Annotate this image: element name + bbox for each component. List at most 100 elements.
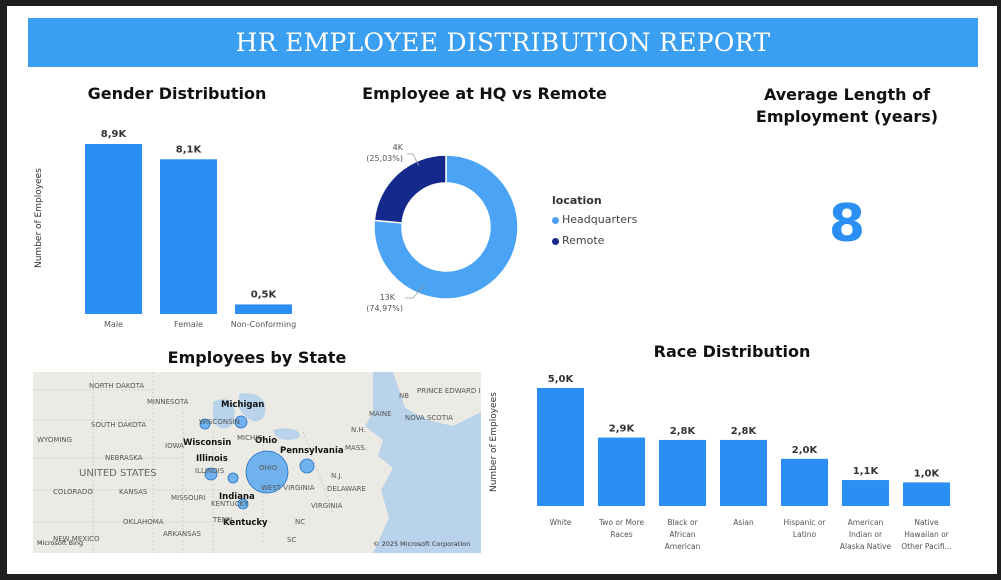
- map-base-label: DELAWARE: [327, 485, 366, 493]
- legend-item-remote[interactable]: Remote: [552, 234, 604, 247]
- gender-data-label: 0,5K: [251, 289, 278, 300]
- gender-bar: [85, 144, 142, 314]
- donut-slice-remote: [373, 154, 447, 224]
- map-base-label: OKLAHOMA: [123, 518, 164, 526]
- race-bar: [842, 480, 889, 506]
- map-base-label: TENN: [213, 516, 233, 524]
- race-data-label: 2,0K: [792, 445, 819, 456]
- gender-bar-chart[interactable]: 8,9K Male 8,1K Female 0,5K Non-Conforming: [67, 114, 307, 334]
- race-data-label: 1,1K: [853, 466, 880, 477]
- gender-tick-label: Female: [174, 320, 203, 329]
- legend-label-remote: Remote: [562, 234, 605, 247]
- location-chart-title: Employee at HQ vs Remote: [362, 84, 607, 103]
- map-base-label: VIRGINIA: [311, 502, 343, 510]
- race-bar: [903, 482, 950, 506]
- map-base-label: MASS.: [345, 444, 367, 452]
- map-base-label: NB: [399, 392, 410, 400]
- race-tick-label: Alaska Native: [840, 542, 892, 551]
- map-base-label: ILLINOIS: [195, 467, 225, 475]
- race-bar: [598, 437, 645, 506]
- state-bubble: [234, 415, 248, 429]
- map-base-label: SC: [287, 536, 297, 544]
- map-base-label: MICHIG: [237, 434, 263, 442]
- map-base-label: NORTH DAKOTA: [89, 382, 145, 390]
- state-bubble: [204, 467, 218, 481]
- map-base-label: KANSAS: [119, 488, 148, 496]
- legend-label-headquarters: Headquarters: [562, 213, 638, 226]
- state-bubble: [237, 498, 249, 510]
- map-base-label: MINNESOTA: [147, 398, 189, 406]
- map-base-label: NC: [295, 518, 306, 526]
- gender-data-label: 8,1K: [176, 144, 203, 155]
- map-base-label: WYOMING: [37, 436, 73, 444]
- avg-length-value: 8: [828, 194, 866, 254]
- race-tick-label: Indian or: [849, 530, 883, 539]
- gender-tick-label: Non-Conforming: [231, 320, 296, 329]
- race-tick-label: Other Pacifi...: [901, 542, 952, 551]
- race-tick-label: American: [665, 542, 701, 551]
- headquarters-swatch-icon: [552, 216, 559, 224]
- race-tick-label: Latino: [793, 530, 817, 539]
- race-tick-label: Native: [914, 518, 939, 527]
- map-base-label: ARKANSAS: [163, 530, 201, 538]
- race-tick-label: White: [550, 518, 572, 527]
- donut-label-headquarters-value: 13K: [380, 293, 396, 302]
- state-bubble: [299, 458, 315, 474]
- map-brand-logo: Microsoft Bing: [37, 539, 84, 547]
- avg-length-title-line1: Average Length of: [763, 85, 931, 104]
- map-state-label: Kentucky: [223, 518, 268, 528]
- map-base-label: N.H.: [351, 426, 366, 434]
- map-base-label: MISSOURI: [171, 494, 206, 502]
- gender-tick-label: Male: [104, 320, 123, 329]
- map-base-label: COLORADO: [53, 488, 93, 496]
- race-data-label: 5,0K: [548, 374, 575, 385]
- map-base-label: UNITED STATES: [79, 468, 157, 479]
- race-data-label: 2,8K: [670, 426, 697, 437]
- avg-length-title: Average Length of Employment (years): [727, 84, 967, 128]
- avg-length-title-line2: Employment (years): [755, 107, 939, 126]
- race-tick-label: Asian: [733, 518, 754, 527]
- race-tick-label: Hawaiian or: [904, 530, 949, 539]
- map-base-label: OHIO: [259, 464, 278, 472]
- gender-bar: [235, 304, 292, 314]
- donut-label-headquarters-percent: (74,97%): [366, 304, 403, 312]
- race-tick-label: African: [669, 530, 695, 539]
- race-bar-chart[interactable]: 5,0K White 2,9K Two or More Races 2,8K Black o…: [527, 370, 957, 560]
- map-base-label: SOUTH DAKOTA: [91, 421, 147, 429]
- donut-leader-line-headquarters: [405, 283, 426, 299]
- state-bubble: [227, 472, 239, 484]
- gender-data-label: 8,9K: [101, 129, 128, 140]
- donut-leader-line-remote: [407, 153, 420, 167]
- report-page: HR EMPLOYEE DISTRIBUTION REPORT Gender D…: [7, 6, 997, 574]
- race-data-label: 1,0K: [914, 468, 941, 479]
- map-base-label: WEST VIRGINIA: [261, 484, 315, 492]
- remote-swatch-icon: [552, 237, 559, 245]
- donut-slice-headquarters: [373, 154, 519, 300]
- map-base-label: IOWA: [165, 442, 184, 450]
- race-bar: [720, 439, 767, 506]
- race-data-label: 2,9K: [609, 424, 636, 435]
- legend-item-headquarters[interactable]: Headquarters: [552, 213, 637, 226]
- race-bar: [781, 458, 828, 506]
- map-base-label: NEBRASKA: [105, 454, 143, 462]
- gender-bar: [160, 159, 217, 314]
- donut-label-remote-percent: (25,03%): [366, 154, 403, 163]
- map-state-label: Indiana: [219, 492, 255, 502]
- state-map[interactable]: Michigan Wisconsin Ohio Pennsylvania Illinoi…: [33, 372, 481, 553]
- state-map-title: Employees by State: [167, 348, 347, 367]
- map-bubbles: [199, 415, 315, 510]
- map-base-label: NEW MEXICO: [53, 535, 100, 543]
- race-tick-label: American: [848, 518, 884, 527]
- donut-label-remote-value: 4K: [393, 143, 404, 152]
- map-base-label: KENTUCKY: [211, 500, 249, 508]
- state-bubble: [199, 418, 211, 430]
- gender-y-axis-label: Number of Employees: [34, 168, 44, 268]
- map-base-label: PRINCE EDWARD ISLAND: [417, 387, 481, 395]
- map-copyright: © 2025 Microsoft Corporation: [373, 540, 471, 548]
- race-tick-label: Races: [610, 530, 632, 539]
- map-base-label: N.J.: [331, 472, 343, 480]
- race-tick-label: Black or: [667, 518, 698, 527]
- map-base-label: WISCONSIN: [199, 418, 240, 426]
- location-donut-chart[interactable]: 13K (74,97%) 4K (25,03%): [347, 132, 547, 312]
